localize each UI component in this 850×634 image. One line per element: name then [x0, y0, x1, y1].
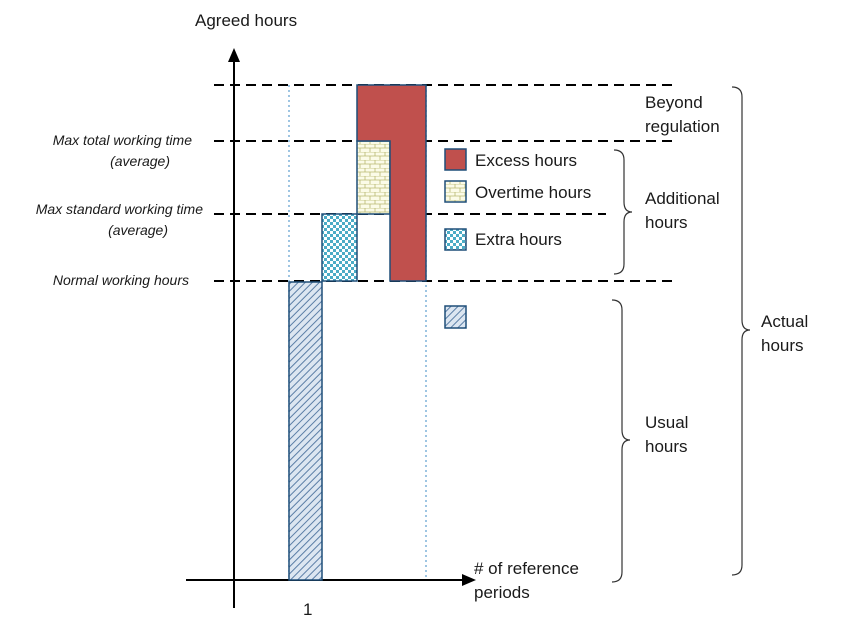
usual-hours-label-line1: Usual [645, 413, 688, 432]
additional-hours-label-line2: hours [645, 213, 688, 232]
usual-hours-bar [288, 281, 323, 581]
actual-hours-label-line2: hours [761, 336, 804, 355]
x-axis-arrow [462, 574, 476, 586]
legend-swatch-excess [444, 148, 467, 171]
y-axis-label: Agreed hours [195, 11, 297, 30]
max-total-label-line2: (average) [110, 153, 170, 169]
beyond-regulation-label-line1: Beyond [645, 93, 703, 112]
legend-swatch-extra [444, 228, 467, 251]
usual-hours-bracket [611, 299, 631, 583]
legend-swatch-overtime [444, 180, 467, 203]
legend-label-excess: Excess hours [475, 151, 577, 170]
extra-hours-bar [321, 213, 358, 282]
usual-hours-label-line2: hours [645, 437, 688, 456]
legend-label-overtime: Overtime hours [475, 183, 591, 202]
additional-hours-label-line1: Additional [645, 189, 720, 208]
max-standard-label-line1: Max standard working time [36, 201, 204, 217]
x-axis-label-line2: periods [474, 583, 530, 602]
actual-hours-bracket [731, 86, 751, 576]
legend-label-extra: Extra hours [475, 230, 562, 249]
overtime-hours-bar [356, 140, 391, 215]
actual-hours-label-line1: Actual [761, 312, 808, 331]
x-axis-label-line1: # of reference [474, 559, 579, 578]
y-axis-arrow [228, 48, 240, 62]
normal-hours-label: Normal working hours [53, 272, 189, 288]
legend-swatch-usual [444, 305, 467, 329]
additional-hours-bracket [613, 149, 633, 275]
beyond-regulation-label-line2: regulation [645, 117, 720, 136]
excess-hours-bar [356, 84, 427, 282]
max-total-label-line1: Max total working time [53, 132, 192, 148]
max-standard-label-line2: (average) [108, 222, 168, 238]
x-axis-tick-1: 1 [303, 600, 312, 619]
